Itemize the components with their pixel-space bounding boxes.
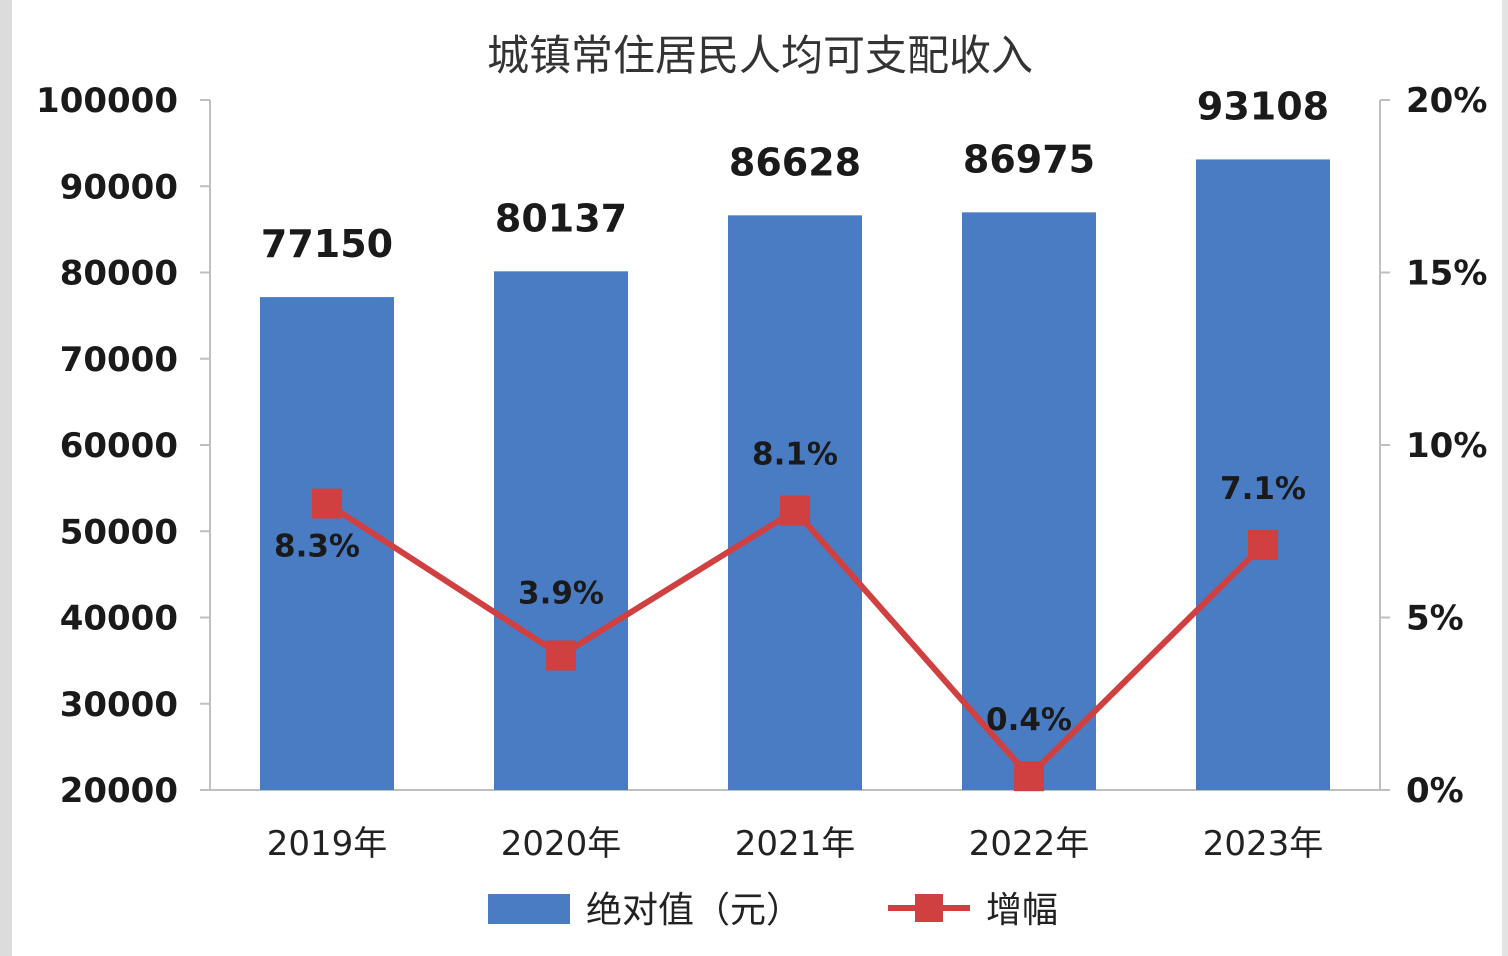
right-tick-label: 10% xyxy=(1406,426,1487,466)
right-tick-label: 0% xyxy=(1406,771,1464,811)
x-axis: 2019年 2020年 2021年 2022年 2023年 xyxy=(210,789,1380,864)
right-tick-label: 20% xyxy=(1406,81,1487,121)
left-axis: 20000 30000 40000 50000 60000 70000 80000 90000… xyxy=(36,81,211,811)
bar xyxy=(494,271,628,791)
line-point-label: 0.4% xyxy=(986,702,1072,738)
bar xyxy=(962,212,1096,790)
bar-value-label: 77150 xyxy=(261,222,393,266)
bar-value-label: 86628 xyxy=(729,140,861,184)
line-point-label: 8.3% xyxy=(274,529,360,565)
x-tick-label: 2019年 xyxy=(267,824,388,864)
line-point-marker xyxy=(780,495,810,526)
x-tick-label: 2020年 xyxy=(501,824,622,864)
bar xyxy=(260,297,394,790)
left-tick-label: 20000 xyxy=(60,771,178,811)
legend: 绝对值（元） 增幅 xyxy=(488,890,1058,931)
left-tick-label: 90000 xyxy=(60,167,178,207)
chart-title: 城镇常住居民人均可支配收入 xyxy=(487,31,1033,80)
bar-value-label: 86975 xyxy=(963,137,1095,181)
bar-value-label: 80137 xyxy=(495,196,627,240)
left-tick-label: 50000 xyxy=(60,512,178,552)
right-axis: 0% 5% 10% 15% 20% xyxy=(1379,81,1487,811)
bar-value-label: 93108 xyxy=(1197,84,1329,128)
x-tick-label: 2021年 xyxy=(735,824,856,864)
bar xyxy=(1196,159,1330,791)
line-series: 8.3% 3.9% 8.1% 0.4% 7.1% xyxy=(274,437,1306,792)
right-tick-label: 15% xyxy=(1406,254,1487,294)
line-point-marker xyxy=(312,488,342,519)
x-tick-label: 2023年 xyxy=(1203,824,1324,864)
legend-label-line: 增幅 xyxy=(986,890,1058,931)
left-tick-label: 40000 xyxy=(60,599,178,639)
legend-swatch-bar xyxy=(488,894,570,924)
line-point-label: 3.9% xyxy=(518,575,604,611)
bar-series: 77150 80137 86628 86975 93108 xyxy=(260,84,1330,791)
line-point-label: 8.1% xyxy=(752,437,838,473)
left-tick-label: 80000 xyxy=(60,254,178,294)
left-tick-label: 70000 xyxy=(60,340,178,380)
line-point-marker xyxy=(1248,530,1278,561)
left-tick-label: 60000 xyxy=(60,426,178,466)
x-tick-label: 2022年 xyxy=(969,824,1090,864)
right-tick-label: 5% xyxy=(1406,599,1464,639)
line-point-label: 7.1% xyxy=(1220,471,1306,507)
legend-swatch-marker xyxy=(915,894,943,922)
left-tick-label: 30000 xyxy=(60,685,178,725)
line-point-marker xyxy=(546,640,576,671)
left-tick-label: 100000 xyxy=(36,81,178,121)
legend-label-bar: 绝对值（元） xyxy=(586,890,802,931)
line-point-marker xyxy=(1014,761,1044,792)
